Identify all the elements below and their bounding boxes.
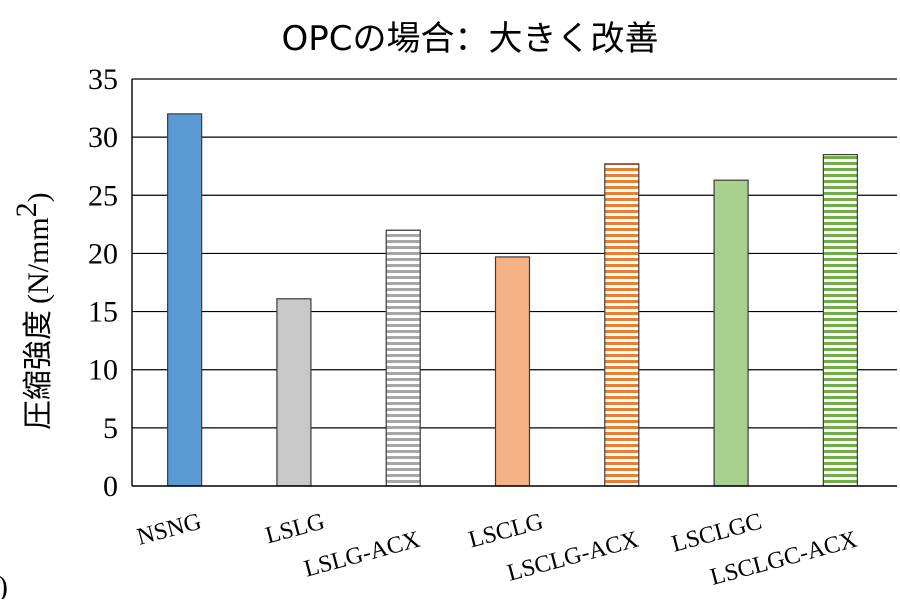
y-tick-label: 15 — [88, 296, 118, 329]
y-tick-label: 10 — [88, 354, 118, 387]
bars — [167, 113, 858, 487]
y-axis-label-unit: (N/mm — [22, 217, 55, 304]
bar-lsclg-acx — [604, 163, 640, 487]
category-label: LSCLG — [466, 509, 546, 554]
axes — [131, 79, 897, 487]
y-tick-label: 0 — [103, 470, 118, 503]
y-tick-label: 30 — [88, 121, 118, 154]
y-tick-label: 5 — [103, 412, 118, 445]
y-axis-label-sup: 2 — [10, 202, 43, 217]
chart-title: OPCの場合：大きく改善 — [281, 19, 658, 59]
category-label: NSNG — [134, 509, 204, 551]
category-label: LSCLGC — [669, 509, 765, 558]
y-axis-label-jp: 圧縮強度 — [21, 310, 56, 430]
bar-lslg-acx — [385, 229, 421, 487]
y-tick-label: 20 — [88, 237, 118, 270]
stray-glyph: ) — [0, 570, 8, 599]
bar-lsclgc-acx — [822, 153, 858, 487]
bar-lsclg — [494, 256, 531, 487]
y-axis-label-close: ) — [22, 192, 55, 202]
y-tick-labels: 0 5 10 15 20 25 30 35 — [88, 63, 118, 503]
y-tick-label: 25 — [88, 179, 118, 212]
bar-lslg — [276, 298, 312, 487]
bar-nsng — [167, 113, 203, 487]
category-label: LSLG — [263, 509, 328, 550]
y-tick-label: 35 — [88, 63, 118, 96]
bar-lsclgc — [713, 179, 749, 487]
y-axis-label: 圧縮強度 (N/mm2) — [10, 192, 56, 430]
